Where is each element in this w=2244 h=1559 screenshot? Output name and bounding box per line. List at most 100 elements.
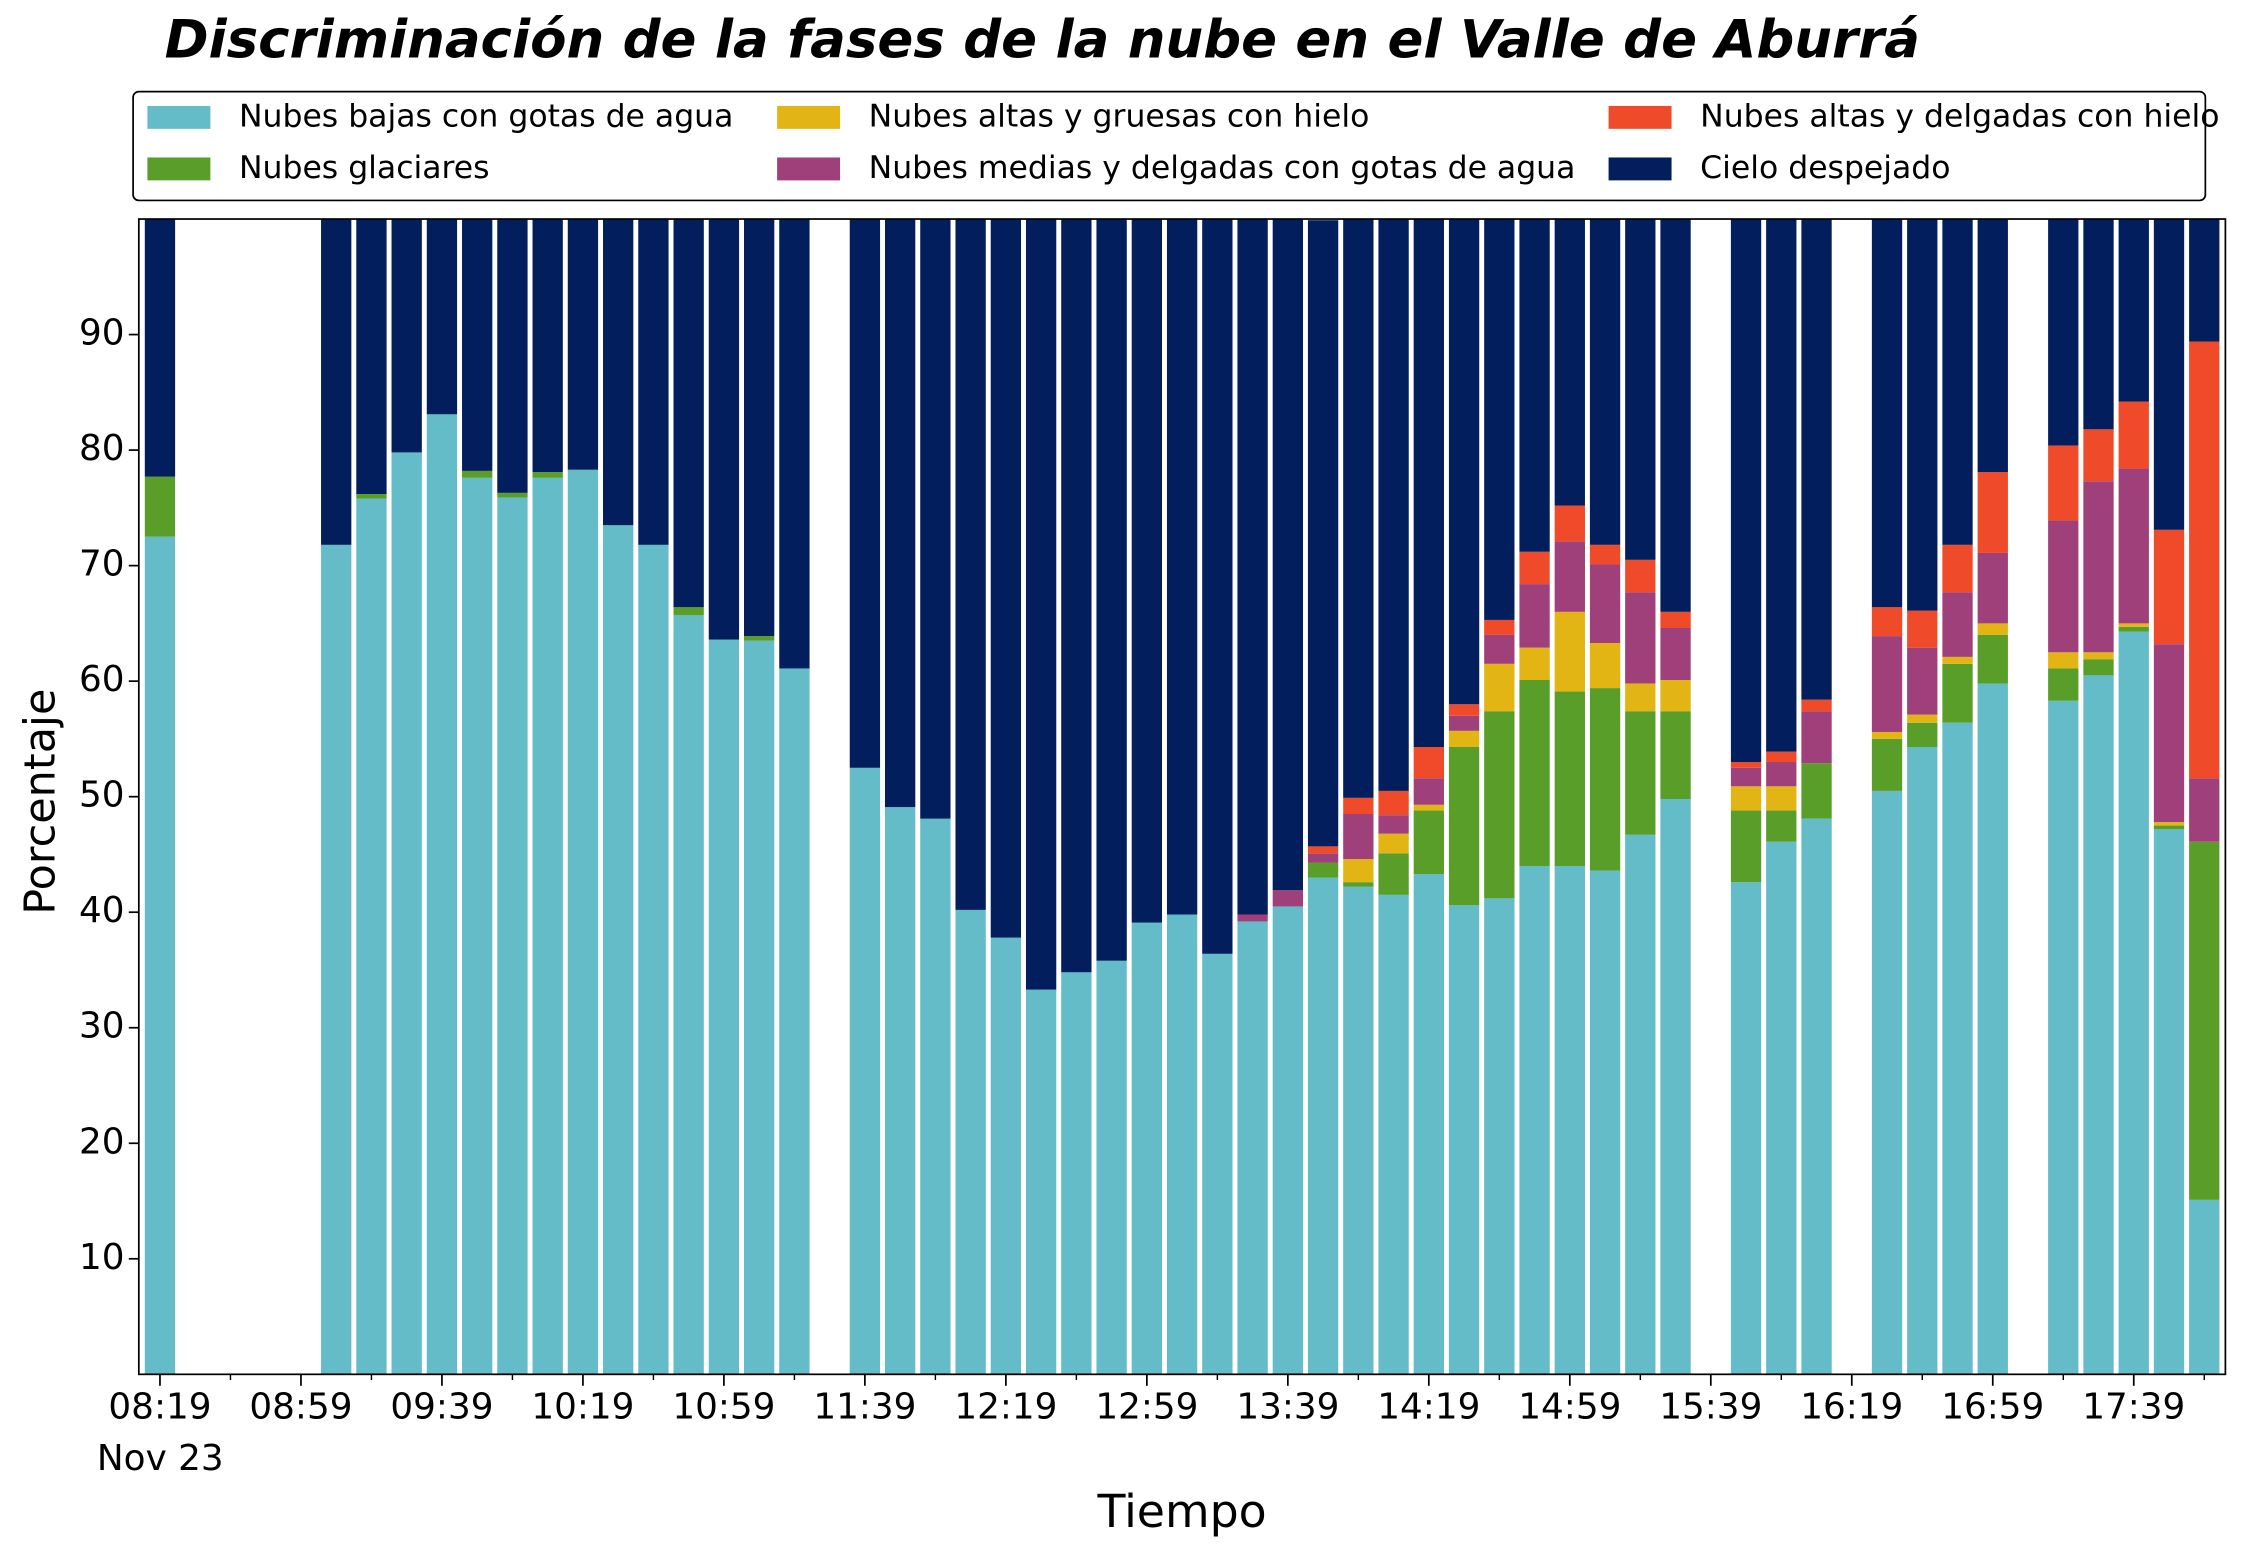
bar-segment bbox=[1202, 953, 1233, 1375]
bar-segment bbox=[2153, 829, 2185, 1375]
y-axis-label: Porcentaje bbox=[15, 689, 65, 915]
bar-segment bbox=[1589, 564, 1621, 644]
bar-segment bbox=[1378, 833, 1409, 854]
bar-segment bbox=[1907, 747, 1938, 1375]
bar-segment bbox=[849, 219, 881, 768]
bar-segment bbox=[2048, 652, 2079, 669]
bar-segment bbox=[567, 219, 599, 470]
bar-segment bbox=[708, 219, 740, 640]
bar-segment bbox=[1307, 862, 1339, 878]
bar-segment bbox=[1272, 890, 1304, 907]
bar-segment bbox=[1343, 882, 1374, 887]
bar-segment bbox=[1589, 219, 1621, 545]
bar-segment bbox=[1660, 679, 1691, 712]
bar-segment bbox=[426, 219, 458, 415]
bar-segment bbox=[1554, 865, 1585, 1375]
bar-segment bbox=[1413, 778, 1444, 805]
bar-segment bbox=[1519, 219, 1550, 552]
bar-segment bbox=[1977, 219, 2008, 473]
y-tick-label: 80 bbox=[79, 428, 125, 469]
bar-segment bbox=[2153, 825, 2185, 830]
bar-segment bbox=[1625, 683, 1656, 712]
bar-segment bbox=[144, 219, 176, 477]
bar-segment bbox=[2083, 652, 2114, 660]
bar-segment bbox=[391, 219, 422, 453]
bar-segment bbox=[1730, 786, 1762, 811]
bar-segment bbox=[673, 607, 704, 616]
legend-swatch bbox=[777, 157, 841, 181]
y-tick-label: 30 bbox=[79, 1006, 125, 1047]
bar-segment bbox=[2083, 675, 2114, 1375]
x-tick-label: 14:19 bbox=[1377, 1387, 1480, 1428]
bar-segment bbox=[1907, 722, 1938, 748]
bar-segment bbox=[2083, 659, 2114, 676]
bar-segment bbox=[1660, 219, 1691, 612]
bar-segment bbox=[1484, 219, 1515, 620]
bar-segment bbox=[1378, 790, 1409, 816]
bar-segment bbox=[884, 219, 916, 808]
bar-segment bbox=[1871, 790, 1903, 1375]
bar-segment bbox=[1237, 219, 1268, 915]
bar-segment bbox=[743, 636, 775, 641]
bar-segment bbox=[1766, 841, 1797, 1375]
bar-segment bbox=[321, 544, 352, 1375]
bar-segment bbox=[1272, 906, 1304, 1375]
bar-segment bbox=[1166, 219, 1198, 915]
bar-segment bbox=[1871, 607, 1903, 637]
y-tick-label: 70 bbox=[79, 544, 125, 585]
legend-swatch bbox=[1608, 105, 1672, 129]
bar-segment bbox=[391, 452, 422, 1375]
bar-segment bbox=[1448, 747, 1480, 906]
bar-segment bbox=[1660, 711, 1691, 799]
bar-segment bbox=[532, 472, 563, 478]
x-tick-label: 12:59 bbox=[1095, 1387, 1198, 1428]
bar-segment bbox=[462, 470, 493, 478]
bar-segment bbox=[1166, 914, 1198, 1375]
bar-segment bbox=[2189, 1199, 2220, 1375]
bar-segment bbox=[1766, 219, 1797, 752]
bar-segment bbox=[1942, 663, 1973, 723]
x-tick-label: 14:59 bbox=[1518, 1387, 1621, 1428]
y-tick-label: 40 bbox=[79, 890, 125, 931]
bar-segment bbox=[1096, 960, 1127, 1375]
bar-segment bbox=[1801, 219, 1832, 700]
legend-swatch bbox=[147, 157, 211, 181]
y-tick-label: 10 bbox=[79, 1237, 125, 1278]
bar-segment bbox=[1942, 722, 1973, 1375]
bar-segment bbox=[1307, 846, 1339, 854]
legend-label: Nubes bajas con gotas de agua bbox=[239, 98, 733, 134]
bar-segment bbox=[1343, 886, 1374, 1375]
bar-segment bbox=[1942, 592, 1973, 657]
bar-segment bbox=[1237, 921, 1268, 1375]
bar-segment bbox=[638, 219, 669, 545]
bar-segment bbox=[1484, 634, 1515, 664]
bar-segment bbox=[1907, 714, 1938, 723]
y-tick-label: 60 bbox=[79, 659, 125, 700]
date-label: Nov 23 bbox=[97, 1438, 224, 1479]
x-tick-label: 13:39 bbox=[1236, 1387, 1339, 1428]
legend-swatch bbox=[777, 105, 841, 129]
bar-segment bbox=[462, 219, 493, 471]
x-tick-label: 15:39 bbox=[1659, 1387, 1762, 1428]
bar-segment bbox=[1625, 834, 1656, 1375]
bar-segment bbox=[1378, 894, 1409, 1375]
bar-segment bbox=[1730, 767, 1762, 787]
bar-segment bbox=[426, 414, 458, 1375]
bar-segment bbox=[1766, 751, 1797, 763]
bar-segment bbox=[1977, 472, 2008, 553]
bar-segment bbox=[356, 219, 387, 494]
bar-segment bbox=[497, 492, 528, 498]
bar-segment bbox=[1484, 663, 1515, 712]
bar-segment bbox=[990, 937, 1022, 1375]
bar-segment bbox=[920, 219, 951, 819]
bar-segment bbox=[2048, 445, 2079, 521]
bar-segment bbox=[1871, 731, 1903, 739]
bar-segment bbox=[1730, 882, 1762, 1375]
bar-segment bbox=[1977, 552, 2008, 624]
bar-segment bbox=[1871, 738, 1903, 791]
bar-segment bbox=[144, 536, 176, 1375]
bar-segment bbox=[1766, 786, 1797, 811]
bar-segment bbox=[532, 219, 563, 473]
bar-segment bbox=[1554, 541, 1585, 612]
